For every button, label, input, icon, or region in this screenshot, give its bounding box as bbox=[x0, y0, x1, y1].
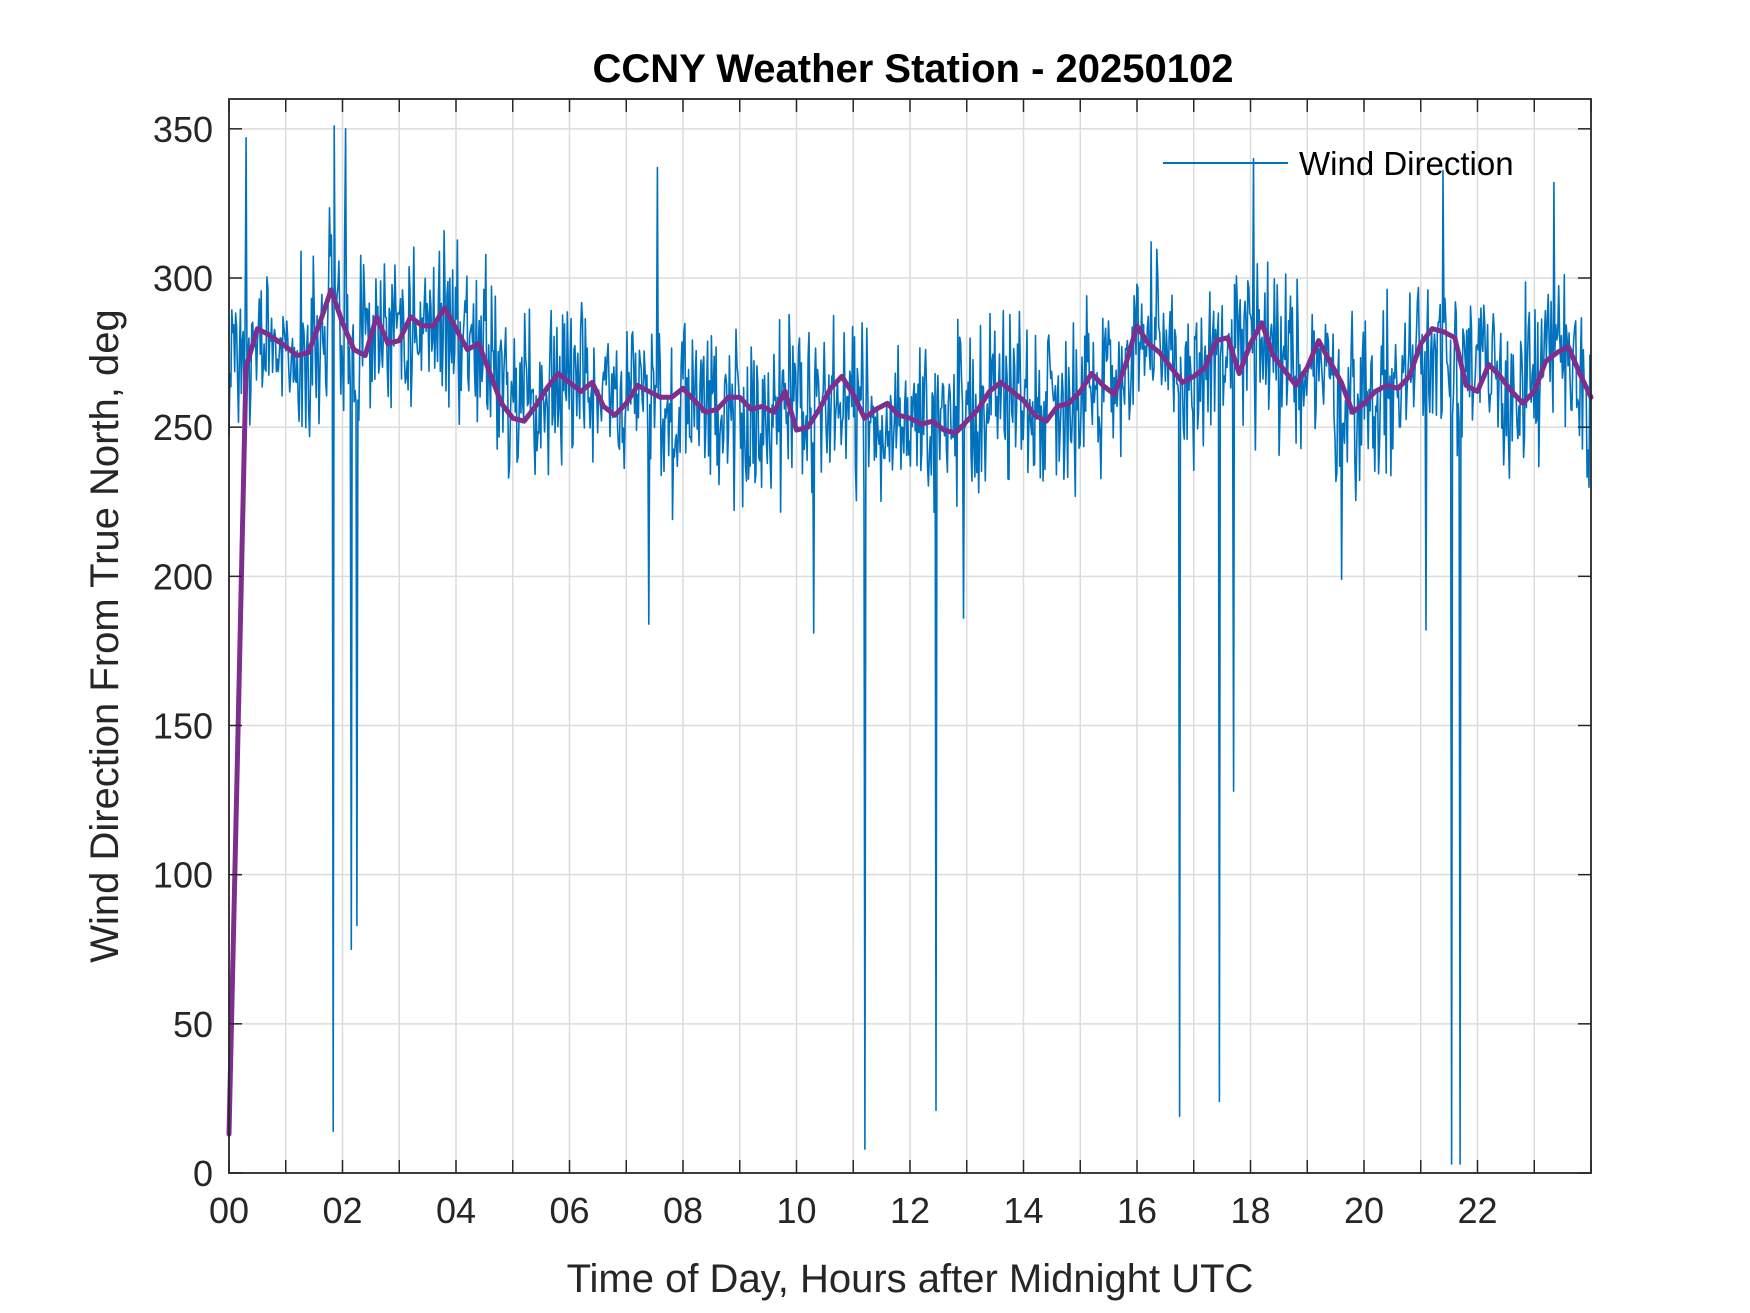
x-tick-label: 16 bbox=[1117, 1190, 1157, 1231]
y-tick-label: 300 bbox=[153, 258, 213, 299]
x-tick-label: 08 bbox=[663, 1190, 703, 1231]
x-tick-label: 22 bbox=[1457, 1190, 1497, 1231]
y-tick-label: 0 bbox=[193, 1153, 213, 1194]
y-tick-label: 250 bbox=[153, 407, 213, 448]
chart-title: CCNY Weather Station - 20250102 bbox=[593, 47, 1234, 91]
x-tick-label: 06 bbox=[549, 1190, 589, 1231]
x-tick-labels: 00 02 04 06 08 10 12 14 16 18 20 22 bbox=[209, 1190, 1498, 1231]
y-tick-label: 350 bbox=[153, 109, 213, 150]
y-tick-label: 50 bbox=[173, 1004, 213, 1045]
legend: Wind Direction bbox=[1163, 145, 1514, 182]
x-tick-label: 18 bbox=[1230, 1190, 1270, 1231]
y-axis-label: Wind Direction From True North, deg bbox=[83, 309, 127, 963]
x-tick-label: 00 bbox=[209, 1190, 249, 1231]
grid-lines bbox=[229, 99, 1591, 1173]
x-tick-label: 02 bbox=[322, 1190, 362, 1231]
smoothed-line bbox=[226, 287, 1594, 1137]
y-tick-labels: 0 50 100 150 200 250 300 350 bbox=[153, 109, 213, 1194]
y-tick-label: 150 bbox=[153, 706, 213, 747]
series-wind-direction bbox=[228, 125, 1592, 1165]
legend-entry-wind-direction: Wind Direction bbox=[1299, 145, 1514, 182]
x-tick-label: 12 bbox=[890, 1190, 930, 1231]
y-tick-label: 200 bbox=[153, 556, 213, 597]
x-axis-label: Time of Day, Hours after Midnight UTC bbox=[567, 1257, 1254, 1301]
x-tick-label: 14 bbox=[1003, 1190, 1043, 1231]
wind-direction-line bbox=[228, 125, 1592, 1165]
y-tick-label: 100 bbox=[153, 855, 213, 896]
series-smoothed bbox=[226, 287, 1594, 1137]
x-tick-label: 04 bbox=[436, 1190, 476, 1231]
tick-marks bbox=[228, 99, 1592, 1174]
x-tick-label: 10 bbox=[776, 1190, 816, 1231]
x-tick-label: 20 bbox=[1344, 1190, 1384, 1231]
